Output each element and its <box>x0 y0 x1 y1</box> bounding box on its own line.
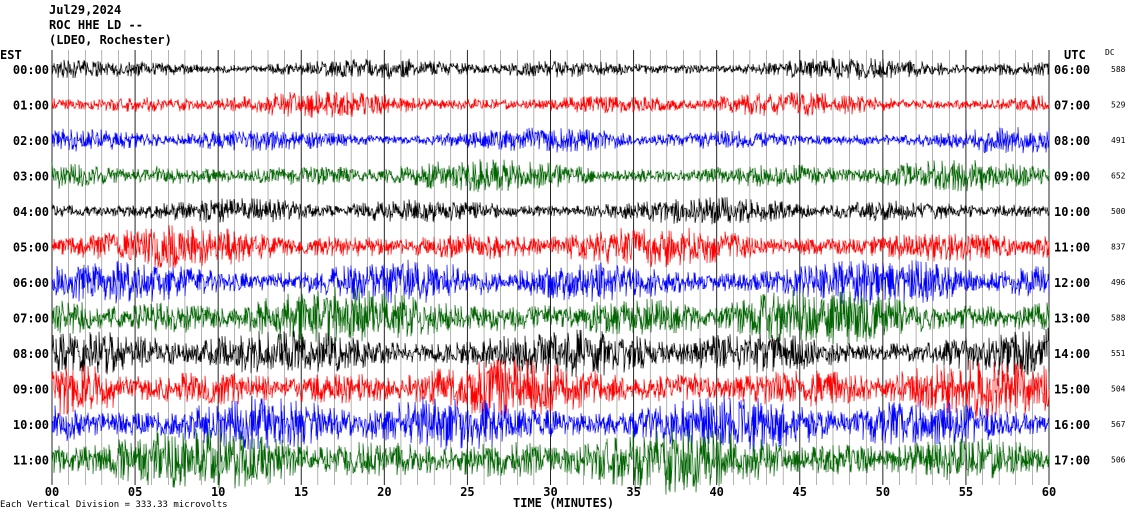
est-hour-label: 02:00 <box>13 134 49 148</box>
dc-offset-label: 588 <box>1111 65 1126 74</box>
x-tick-label: 25 <box>460 485 474 499</box>
dc-offset-label: 567 <box>1111 420 1126 429</box>
x-tick-label: 35 <box>626 485 640 499</box>
dc-offset-label: 551 <box>1111 349 1126 358</box>
utc-hour-label: 11:00 <box>1054 241 1090 255</box>
left-timezone-label: EST <box>0 48 22 62</box>
row-label-group: 00:00 06:00 588 01:00 07:00 529 02:00 08:00 491 0… <box>13 63 1126 468</box>
dc-label: DC <box>1105 48 1115 57</box>
trace-1100 <box>51 426 1050 495</box>
trace-0000 <box>51 57 1050 80</box>
x-tick-label: 55 <box>959 485 973 499</box>
utc-hour-label: 06:00 <box>1054 63 1090 77</box>
trace-0400 <box>51 197 1050 225</box>
est-hour-label: 05:00 <box>13 241 49 255</box>
x-tick-label: 05 <box>128 485 142 499</box>
x-tick-label: 60 <box>1042 485 1056 499</box>
dc-offset-label: 837 <box>1111 243 1126 252</box>
est-hour-label: 00:00 <box>13 63 49 77</box>
dc-offset-label: 506 <box>1111 456 1126 465</box>
header-network: (LDEO, Rochester) <box>49 33 172 47</box>
header-date: Jul29,2024 <box>49 3 122 17</box>
dc-offset-label: 529 <box>1111 101 1126 110</box>
utc-hour-label: 08:00 <box>1054 134 1090 148</box>
trace-0600 <box>51 259 1050 306</box>
trace-0900 <box>51 358 1050 420</box>
x-tick-label: 00 <box>45 485 59 499</box>
est-hour-label: 01:00 <box>13 99 49 113</box>
est-hour-label: 06:00 <box>13 276 49 290</box>
utc-hour-label: 13:00 <box>1054 312 1090 326</box>
utc-hour-label: 10:00 <box>1054 205 1090 219</box>
x-tick-label: 10 <box>211 485 225 499</box>
trace-group <box>51 57 1050 495</box>
trace-0200 <box>51 127 1050 154</box>
trace-0500 <box>51 225 1050 268</box>
utc-hour-label: 17:00 <box>1054 454 1090 468</box>
x-tick-label: 45 <box>793 485 807 499</box>
trace-0700 <box>51 287 1050 348</box>
dc-offset-label: 496 <box>1111 278 1126 287</box>
est-hour-label: 03:00 <box>13 170 49 184</box>
minute-grid <box>51 50 1050 485</box>
x-tick-label: 20 <box>377 485 391 499</box>
trace-0300 <box>51 159 1050 193</box>
trace-1000 <box>51 395 1050 453</box>
est-hour-label: 09:00 <box>13 383 49 397</box>
est-hour-label: 07:00 <box>13 312 49 326</box>
utc-hour-label: 15:00 <box>1054 383 1090 397</box>
est-hour-label: 08:00 <box>13 347 49 361</box>
est-hour-label: 11:00 <box>13 454 49 468</box>
header-station: ROC HHE LD -- <box>49 18 143 32</box>
x-tick-label: 15 <box>294 485 308 499</box>
dc-offset-label: 491 <box>1111 136 1126 145</box>
est-hour-label: 04:00 <box>13 205 49 219</box>
scale-footnote: Each Vertical Division = 333.33 microvol… <box>0 500 228 510</box>
trace-0100 <box>51 90 1050 118</box>
utc-hour-label: 09:00 <box>1054 170 1090 184</box>
dc-offset-label: 500 <box>1111 207 1126 216</box>
est-hour-label: 10:00 <box>13 418 49 432</box>
x-tick-label: 40 <box>709 485 723 499</box>
utc-hour-label: 16:00 <box>1054 418 1090 432</box>
utc-hour-label: 14:00 <box>1054 347 1090 361</box>
utc-hour-label: 07:00 <box>1054 99 1090 113</box>
trace-0800 <box>51 327 1050 378</box>
dc-offset-label: 588 <box>1111 314 1126 323</box>
x-tick-group: 00 05 10 15 20 25 30 35 40 45 50 55 60 <box>45 485 1056 499</box>
x-axis-label: TIME (MINUTES) <box>513 496 615 510</box>
x-tick-label: 30 <box>543 485 557 499</box>
dc-offset-label: 652 <box>1111 172 1126 181</box>
utc-hour-label: 12:00 <box>1054 276 1090 290</box>
x-tick-label: 50 <box>876 485 890 499</box>
right-timezone-label: UTC <box>1064 48 1086 62</box>
dc-offset-label: 504 <box>1111 385 1126 394</box>
